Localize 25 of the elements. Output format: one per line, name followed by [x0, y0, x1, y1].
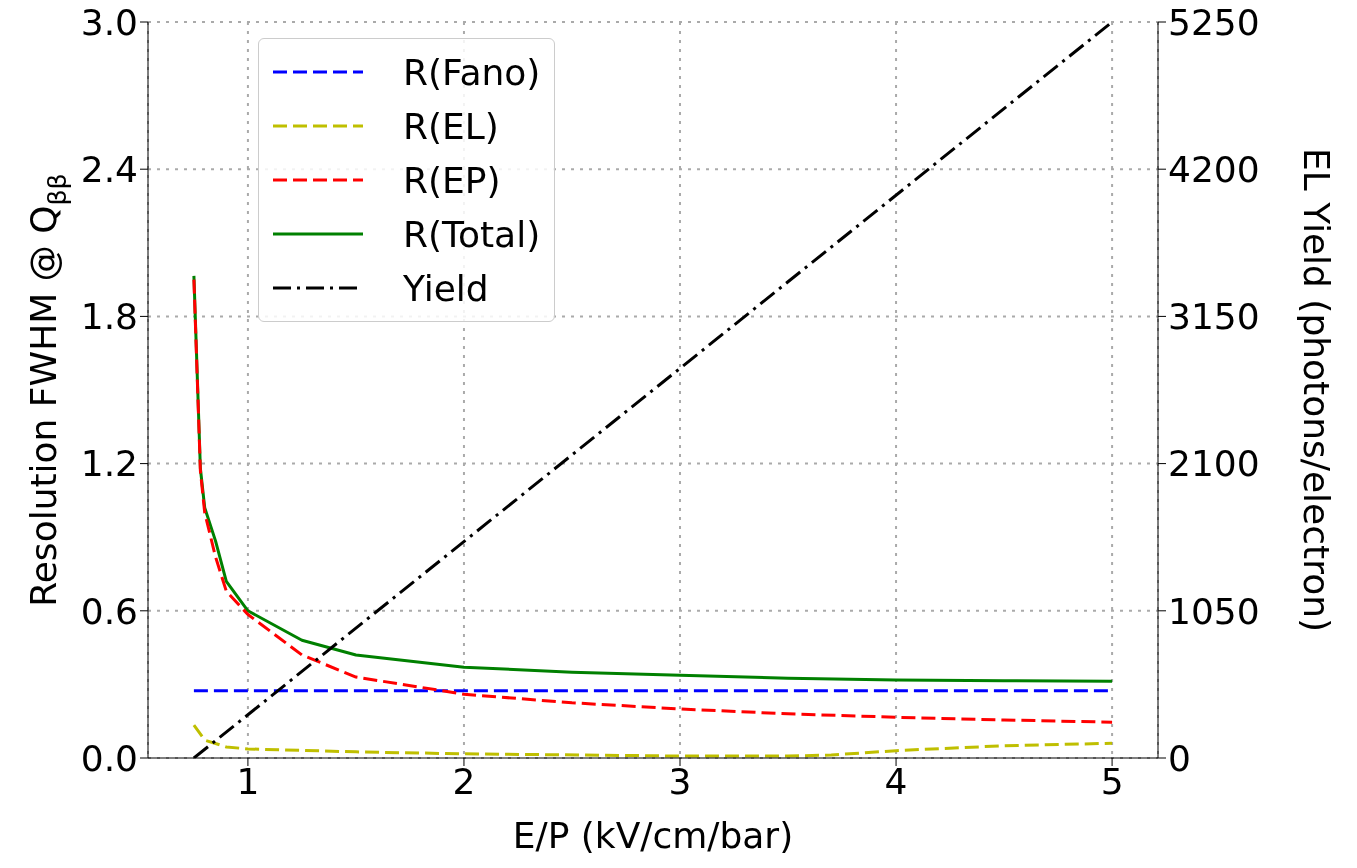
y-tick-label: 3.0 [80, 1, 138, 43]
legend-label: R(Fano) [403, 51, 541, 93]
x-axis-title: E/P (kV/cm/bar) [512, 815, 794, 856]
y-tick-label: 0.6 [80, 590, 138, 632]
legend-label: Yield [403, 267, 489, 309]
legend-label: R(EL) [403, 105, 499, 147]
y2-tick-label: 3150 [1168, 296, 1260, 338]
x-tick-label: 4 [884, 760, 908, 802]
y2-tick-label: 2100 [1168, 443, 1260, 485]
x-tick-label: 5 [1100, 760, 1124, 802]
y-tick-label: 0.0 [80, 737, 138, 779]
y2-axis-title: EL Yield (photons/electron) [1295, 147, 1337, 633]
y2-tick-label: 4200 [1168, 148, 1260, 190]
y-tick-label: 2.4 [80, 148, 138, 190]
x-tick-label: 1 [236, 760, 260, 802]
y-tick-label: 1.2 [80, 443, 138, 485]
legend-label: R(Total) [403, 213, 541, 255]
x-tick-label: 2 [452, 760, 476, 802]
line-series [192, 723, 1114, 758]
y2-tick-label: 5250 [1168, 1, 1260, 43]
legend-label: R(EP) [403, 159, 501, 201]
x-tick-label: 3 [668, 760, 692, 802]
y-tick-label: 1.8 [80, 296, 138, 338]
y2-tick-label: 1050 [1168, 590, 1260, 632]
y2-tick-label: 0 [1168, 737, 1191, 779]
